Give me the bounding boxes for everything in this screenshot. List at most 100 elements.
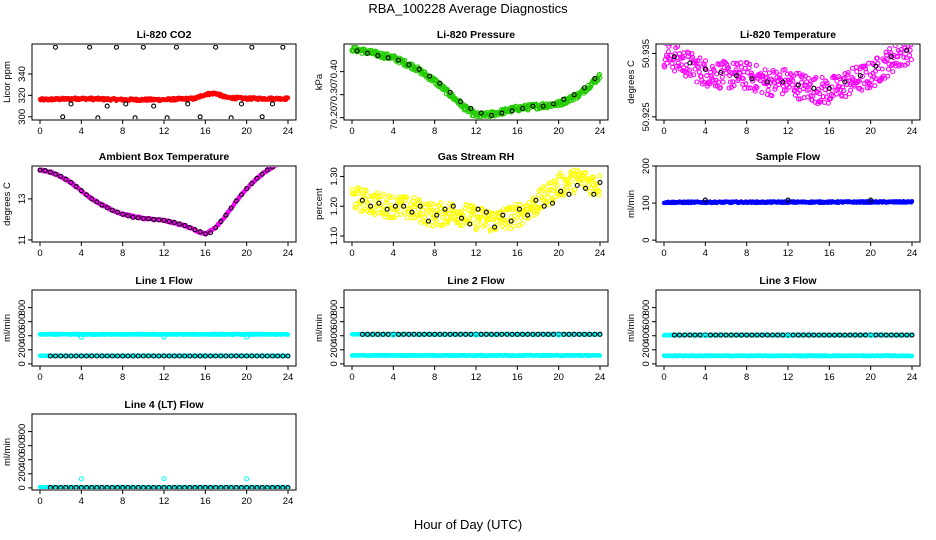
series-line-high [37,331,291,337]
data-point [444,220,451,227]
y-axis-label: ml/min [626,190,637,218]
plot-area [37,45,291,119]
data-point [357,198,363,204]
data-point [492,224,498,230]
x-tick-label: 12 [783,372,794,383]
data-point [359,331,365,337]
y-tick-label: 100 [641,195,652,211]
data-point [130,214,136,220]
data-point [421,331,427,337]
data-point [795,96,802,102]
data-point [432,331,438,337]
data-point [279,161,283,165]
data-point [790,78,796,84]
data-point [447,331,453,337]
page-title: RBA_100228 Average Diagnostics [368,1,568,16]
data-point [73,183,79,190]
data-point [145,216,152,222]
data-point [197,114,203,119]
data-point [704,72,710,79]
data-point [275,353,281,359]
x-tick-label: 4 [391,372,396,383]
data-point [725,65,732,71]
x-tick-label: 4 [391,126,396,137]
data-point [863,69,869,75]
y-tick-label: 600 [17,314,28,330]
data-point [280,162,284,166]
data-point [864,85,870,91]
x-tick-label: 4 [703,248,708,259]
x-tick-label: 8 [432,248,437,259]
data-point [702,66,708,72]
data-point [104,103,110,109]
data-point [688,73,694,79]
y-tick-label: 400 [17,328,28,344]
plot-frame [31,43,297,121]
y-tick-label: 1.10 [329,227,340,246]
data-point [440,222,446,228]
x-tick-label: 0 [349,372,354,383]
data-point [576,331,582,337]
data-point [244,186,250,192]
data-point [510,223,516,229]
data-point [597,173,603,179]
data-point [780,79,786,85]
data-point [700,61,706,67]
data-point [719,74,725,80]
x-tick-label: 0 [349,248,354,259]
x-tick-label: 8 [432,126,437,137]
data-point [433,218,439,224]
data-point [470,211,477,217]
data-point [416,213,422,219]
data-point [857,73,863,79]
data-point [502,225,508,231]
data-point [684,66,690,73]
data-point [156,353,162,359]
data-point [667,45,673,47]
data-point [474,225,480,231]
data-point [592,331,598,337]
data-point [842,79,848,85]
data-point [504,331,510,337]
data-point [488,112,495,118]
data-point [385,212,391,218]
data-point [483,209,489,215]
data-point [459,223,465,229]
data-point [395,331,402,337]
data-point [125,353,131,359]
x-tick-label: 4 [79,126,84,137]
y-tick-label: 13 [17,194,28,205]
data-point [520,204,526,210]
data-point [518,215,524,221]
data-point [777,72,783,78]
data-point [799,79,805,85]
data-point [254,353,260,359]
data-point [283,160,287,164]
data-point [228,353,234,359]
data-point [78,353,84,359]
data-point [773,84,779,90]
series-averages [354,48,598,118]
data-point [834,78,840,84]
data-point [536,192,542,198]
y-axis-label: degrees C [2,182,13,226]
x-tick-label: 24 [283,372,294,383]
data-point [574,182,580,188]
x-tick-label: 4 [79,372,84,383]
data-point [552,194,558,200]
y-tick-label: 400 [329,328,340,344]
data-point [483,331,489,337]
data-point [368,206,374,212]
data-point [805,75,812,81]
data-point [406,62,412,68]
x-tick-label: 20 [865,126,876,137]
data-point [83,353,90,359]
x-tick-label: 0 [37,372,42,383]
data-point [711,68,717,74]
data-point [161,217,167,223]
data-point [843,93,849,100]
data-point [820,94,826,100]
data-point [467,216,473,222]
data-point [541,186,547,192]
